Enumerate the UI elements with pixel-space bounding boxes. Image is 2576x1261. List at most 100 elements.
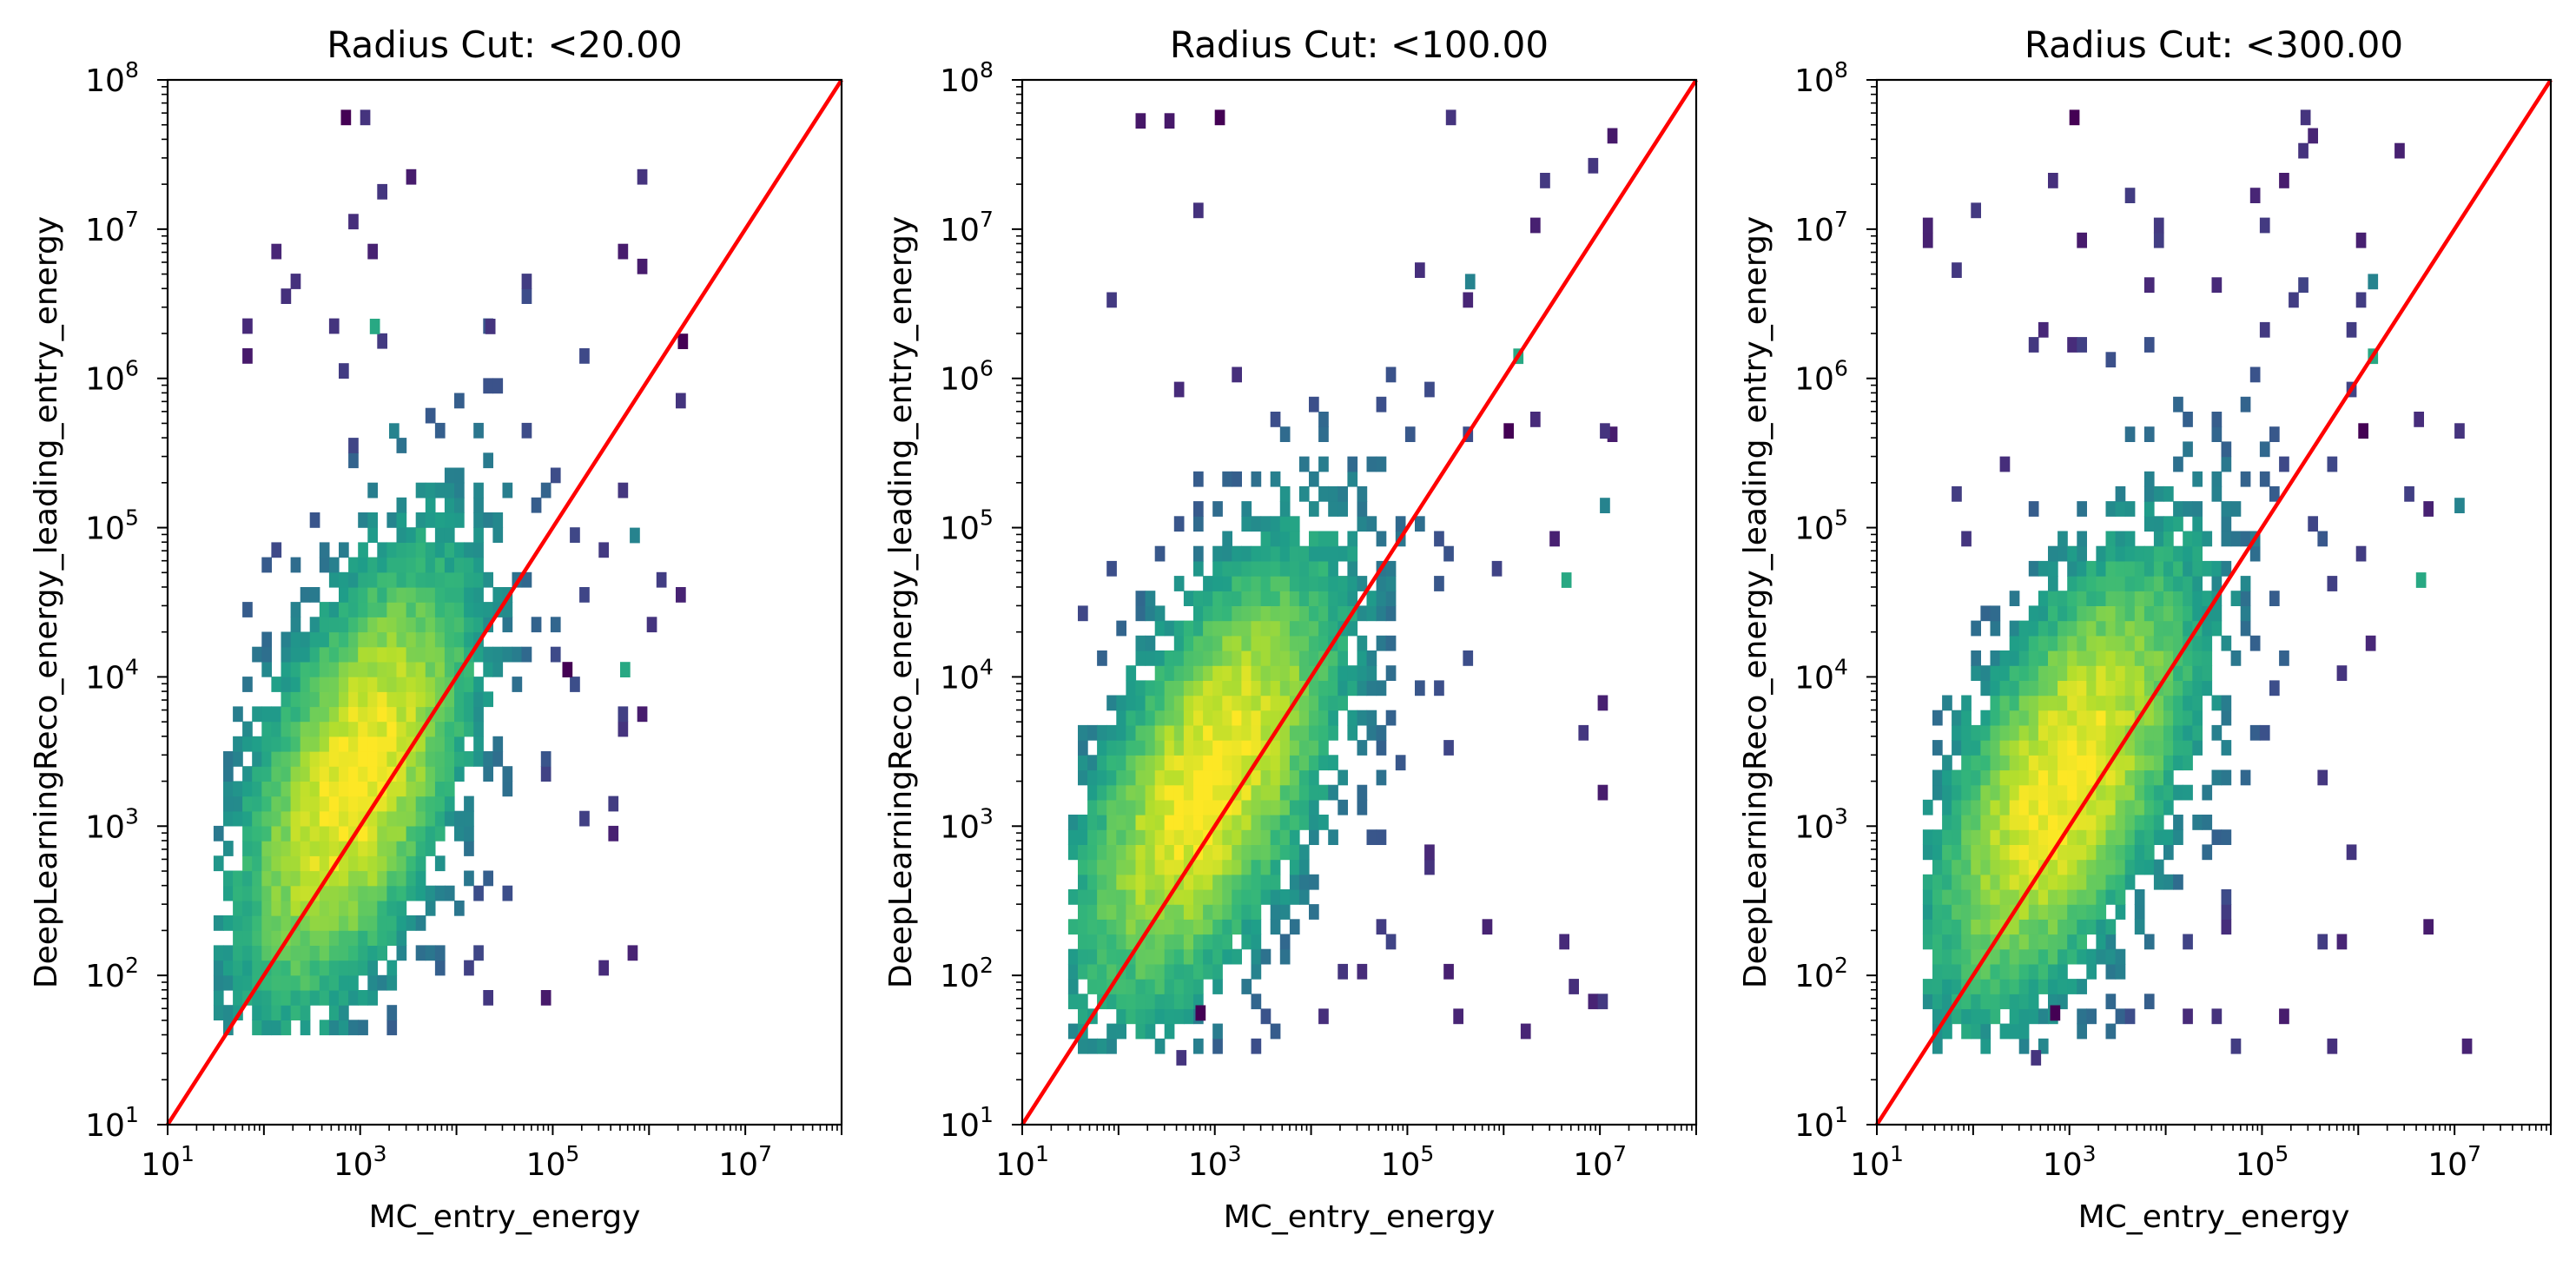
heatmap-bin — [2115, 620, 2126, 637]
heatmap-bin — [271, 960, 282, 976]
heatmap-bin — [348, 930, 359, 946]
heatmap-bin — [2153, 695, 2164, 711]
heatmap-bin — [454, 571, 465, 588]
heatmap-bin — [1922, 232, 1933, 248]
heatmap-bin — [1961, 963, 1972, 980]
heatmap-bin — [1164, 963, 1175, 980]
heatmap-bin — [1415, 262, 1425, 278]
heatmap-bin — [550, 646, 561, 663]
heatmap-bin — [1597, 695, 1608, 711]
heatmap-bin — [242, 870, 253, 887]
heatmap-bin — [290, 974, 301, 991]
heatmap-bin — [2086, 576, 2097, 591]
heatmap-bin — [1145, 844, 1156, 861]
heatmap-bin — [339, 646, 349, 663]
heatmap-bin — [2028, 740, 2039, 756]
heatmap-bin — [2077, 665, 2087, 681]
heatmap-bin — [1232, 755, 1242, 771]
heatmap-bin — [1971, 904, 1981, 920]
heatmap-bin — [454, 766, 465, 782]
heatmap-bin — [358, 646, 368, 663]
heatmap-bin — [261, 706, 272, 723]
heatmap-bin — [406, 631, 417, 648]
heatmap-bin — [2018, 829, 2030, 845]
heatmap-bin — [1183, 829, 1194, 845]
heatmap-bin — [1376, 591, 1387, 606]
heatmap-bin — [2300, 109, 2311, 126]
heatmap-bin — [1126, 710, 1137, 726]
heatmap-bin — [2086, 635, 2097, 651]
heatmap-bin — [406, 587, 417, 603]
heatmap-bin — [2067, 695, 2077, 711]
heatmap-bin — [309, 960, 320, 976]
heatmap-bin — [2038, 963, 2049, 980]
heatmap-bin — [1357, 799, 1368, 815]
heatmap-bin — [1078, 740, 1088, 756]
heatmap-bin — [300, 855, 311, 872]
heatmap-bin — [2115, 531, 2126, 547]
heatmap-bin — [676, 587, 686, 603]
heatmap-bin — [309, 751, 320, 767]
heatmap-bin — [1990, 620, 2001, 637]
heatmap-bin — [1932, 963, 1943, 980]
heatmap-bin — [1279, 680, 1291, 697]
heatmap-bin — [348, 646, 359, 663]
heatmap-bin — [1376, 576, 1387, 591]
heatmap-bin — [1135, 979, 1146, 994]
heatmap-bin — [1087, 934, 1098, 950]
heatmap-bin — [434, 766, 446, 782]
heatmap-bin — [444, 781, 455, 797]
heatmap-bin — [319, 915, 330, 931]
heatmap-bin — [1270, 665, 1281, 681]
heatmap-bin — [425, 602, 436, 617]
heatmap-bin — [2057, 948, 2068, 965]
heatmap-bin — [2038, 799, 2049, 815]
heatmap-bin — [2057, 919, 2068, 935]
heatmap-bin — [1193, 695, 1204, 711]
heatmap-bin — [1309, 799, 1319, 815]
heatmap-bin — [1980, 769, 1991, 786]
heatmap-bin — [367, 900, 378, 916]
heatmap-bin — [415, 661, 426, 677]
heatmap-bin — [281, 825, 292, 842]
heatmap-bin — [1309, 740, 1319, 756]
heatmap-bin — [2086, 724, 2097, 741]
heatmap-bin — [396, 497, 407, 513]
heatmap-bin — [1922, 934, 1933, 950]
heatmap-bin — [339, 1020, 349, 1036]
heatmap-bin — [1922, 217, 1933, 234]
heatmap-bin — [1309, 724, 1319, 741]
heatmap-bin — [271, 915, 282, 931]
heatmap-bin — [1289, 591, 1300, 606]
heatmap-bin — [1241, 889, 1252, 905]
heatmap-bin — [1222, 934, 1232, 950]
heatmap-bin — [1241, 710, 1252, 726]
heatmap-bin — [2038, 321, 2049, 338]
heatmap-bin — [1309, 650, 1319, 666]
heatmap-bin — [1260, 1008, 1271, 1025]
heatmap-bin — [473, 751, 484, 767]
heatmap-bin — [1106, 695, 1117, 711]
y-tick-label: 108 — [1794, 57, 1848, 99]
heatmap-bin — [2096, 799, 2107, 815]
heatmap-bin — [1183, 635, 1194, 651]
heatmap-bin — [1961, 755, 1972, 771]
heatmap-bin — [271, 810, 282, 827]
heatmap-bin — [396, 781, 407, 797]
heatmap-bin — [2057, 605, 2068, 622]
heatmap-bin — [1289, 784, 1300, 801]
heatmap-bin — [2454, 423, 2465, 439]
heatmap-bin — [348, 677, 359, 692]
heatmap-bin — [328, 960, 340, 976]
heatmap-bin — [1183, 889, 1194, 905]
heatmap-bin — [261, 945, 272, 961]
heatmap-bin — [233, 781, 243, 797]
heatmap-bin — [386, 736, 398, 752]
heatmap-bin — [415, 512, 426, 528]
heatmap-bin — [281, 841, 292, 856]
heatmap-bin — [2163, 650, 2174, 666]
heatmap-bin — [1298, 889, 1310, 905]
heatmap-bin — [1212, 560, 1223, 577]
heatmap-bin — [415, 781, 426, 797]
heatmap-bin — [377, 870, 387, 887]
